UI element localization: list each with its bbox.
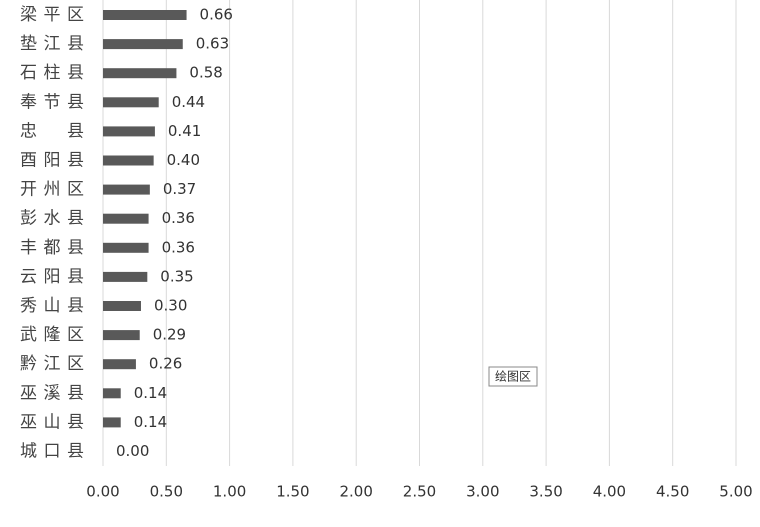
x-tick-label: 1.00 <box>213 483 246 501</box>
y-tick-label: 奉节县 <box>20 92 84 112</box>
y-tick-label: 城口县 <box>20 442 84 462</box>
bar <box>103 68 177 79</box>
bar <box>103 330 140 341</box>
value-label: 0.26 <box>149 355 182 373</box>
tooltip-box <box>488 366 538 387</box>
value-label: 0.37 <box>163 180 196 198</box>
value-label: 0.14 <box>134 413 167 431</box>
bar <box>103 301 141 311</box>
value-label: 0.63 <box>196 35 229 53</box>
bar <box>103 126 155 137</box>
bar <box>103 242 149 253</box>
bar <box>103 213 149 224</box>
x-tick-label: 3.00 <box>466 483 499 501</box>
value-label: 0.66 <box>200 6 233 24</box>
value-label: 0.44 <box>172 93 205 111</box>
y-tick-label: 忠县 <box>20 121 84 141</box>
y-tick-label: 巫山县 <box>20 412 84 432</box>
tooltip: 绘图区 <box>488 366 538 387</box>
value-label: 0.36 <box>162 209 195 227</box>
tooltip-text: 绘图区 <box>495 369 531 384</box>
y-tick-label: 梁平区 <box>20 5 84 25</box>
y-tick-label: 彭水县 <box>20 209 84 229</box>
bar <box>103 359 136 370</box>
bar <box>103 97 159 108</box>
x-tick-label: 2.00 <box>339 483 372 501</box>
value-label: 0.41 <box>168 122 201 140</box>
value-label: 0.35 <box>160 267 193 285</box>
y-tick-label: 黔江区 <box>20 354 84 374</box>
value-label: 0.30 <box>154 297 187 315</box>
x-tick-label: 0.00 <box>86 483 119 501</box>
y-tick-label: 云阳县 <box>20 267 84 287</box>
value-label: 0.14 <box>134 384 167 402</box>
x-tick-label: 5.00 <box>719 483 752 501</box>
y-tick-label: 巫溪县 <box>20 383 84 403</box>
y-tick-label: 石柱县 <box>20 63 84 83</box>
bar <box>103 271 148 282</box>
bar <box>103 417 121 428</box>
x-tick-label: 3.50 <box>529 483 562 501</box>
bar <box>103 155 154 166</box>
bar <box>103 39 183 50</box>
bar <box>103 388 121 399</box>
bar <box>103 10 187 20</box>
value-label: 0.00 <box>116 442 149 460</box>
value-label: 0.58 <box>189 64 222 82</box>
y-tick-label: 秀山县 <box>20 296 84 316</box>
y-tick-label: 开州区 <box>20 180 84 200</box>
y-tick-label: 垫江县 <box>20 34 84 54</box>
x-tick-label: 2.50 <box>403 483 436 501</box>
x-tick-label: 4.00 <box>593 483 626 501</box>
y-tick-label: 丰都县 <box>20 238 84 258</box>
x-tick-label: 1.50 <box>276 483 309 501</box>
bar <box>103 184 150 195</box>
value-label: 0.29 <box>153 326 186 344</box>
y-tick-label: 武隆区 <box>20 325 84 345</box>
y-tick-label: 酉阳县 <box>20 151 84 171</box>
x-tick-label: 0.50 <box>150 483 183 501</box>
value-label: 0.40 <box>167 151 200 169</box>
x-tick-label: 4.50 <box>656 483 689 501</box>
value-label: 0.36 <box>162 238 195 256</box>
